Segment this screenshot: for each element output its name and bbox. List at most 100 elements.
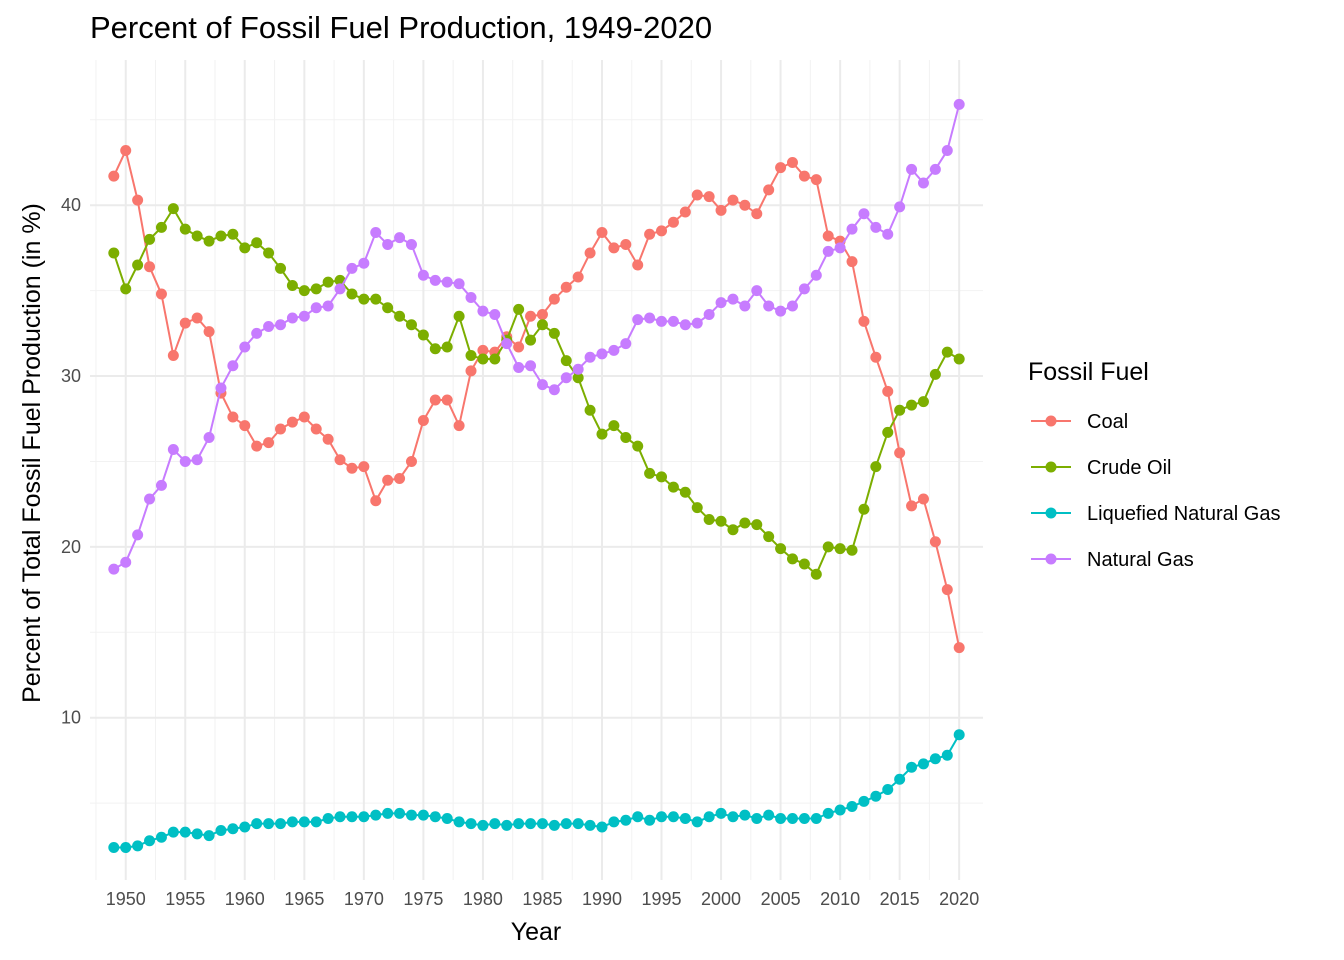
data-point-crude-oil — [453, 310, 465, 322]
data-point-natural-gas — [644, 312, 656, 324]
data-point-liquefied-natural-gas — [667, 811, 679, 823]
data-point-liquefied-natural-gas — [584, 819, 596, 831]
data-point-crude-oil — [917, 396, 929, 408]
data-point-crude-oil — [394, 310, 406, 322]
data-point-crude-oil — [584, 404, 596, 416]
data-point-liquefied-natural-gas — [394, 807, 406, 819]
data-point-natural-gas — [358, 257, 370, 269]
data-point-natural-gas — [155, 479, 167, 491]
legend-key-point — [1045, 507, 1057, 519]
data-point-natural-gas — [596, 348, 608, 360]
data-point-coal — [191, 312, 203, 324]
data-point-natural-gas — [417, 269, 429, 281]
data-point-coal — [322, 433, 334, 445]
y-tick-label: 40 — [61, 195, 81, 215]
data-point-liquefied-natural-gas — [929, 753, 941, 765]
data-point-coal — [286, 416, 298, 428]
data-point-liquefied-natural-gas — [739, 809, 751, 821]
data-point-coal — [370, 495, 382, 507]
data-point-liquefied-natural-gas — [263, 818, 275, 830]
data-point-crude-oil — [167, 203, 179, 215]
data-point-natural-gas — [239, 341, 251, 353]
data-point-liquefied-natural-gas — [132, 840, 144, 852]
data-point-coal — [775, 162, 787, 174]
data-point-liquefied-natural-gas — [656, 811, 668, 823]
x-tick-label: 2015 — [880, 889, 920, 909]
data-point-coal — [894, 447, 906, 459]
data-point-crude-oil — [155, 221, 167, 233]
data-point-coal — [560, 281, 572, 293]
data-point-liquefied-natural-gas — [763, 809, 775, 821]
data-point-natural-gas — [763, 300, 775, 312]
data-point-natural-gas — [679, 319, 691, 331]
data-point-coal — [906, 500, 918, 512]
data-point-natural-gas — [739, 300, 751, 312]
x-tick-label: 1955 — [165, 889, 205, 909]
data-point-liquefied-natural-gas — [882, 783, 894, 795]
data-point-crude-oil — [346, 288, 358, 300]
data-point-coal — [405, 455, 417, 467]
data-point-natural-gas — [929, 163, 941, 175]
data-point-coal — [584, 247, 596, 259]
grid-lines — [90, 60, 983, 880]
data-point-liquefied-natural-gas — [477, 819, 489, 831]
data-point-natural-gas — [167, 444, 179, 455]
data-point-liquefied-natural-gas — [572, 818, 584, 830]
x-tick-label: 1950 — [106, 889, 146, 909]
data-point-natural-gas — [882, 228, 894, 240]
data-point-crude-oil — [953, 353, 965, 365]
data-point-crude-oil — [417, 329, 429, 341]
data-point-natural-gas — [703, 309, 715, 321]
data-point-liquefied-natural-gas — [203, 830, 215, 842]
data-point-liquefied-natural-gas — [191, 828, 203, 840]
data-point-liquefied-natural-gas — [120, 842, 132, 854]
data-point-coal — [786, 157, 798, 168]
data-point-liquefied-natural-gas — [513, 818, 525, 830]
data-point-crude-oil — [870, 461, 882, 473]
data-point-natural-gas — [477, 305, 489, 317]
y-axis-tick-labels: 10 20 30 40 — [61, 195, 81, 727]
legend-item-coal: Coal — [1031, 411, 1128, 433]
data-point-crude-oil — [489, 353, 501, 365]
data-point-coal — [513, 341, 525, 353]
data-point-natural-gas — [346, 262, 358, 274]
data-point-natural-gas — [489, 309, 501, 321]
legend-key-point — [1045, 415, 1057, 427]
data-point-coal — [953, 642, 965, 654]
data-point-liquefied-natural-gas — [417, 809, 429, 821]
data-point-crude-oil — [858, 503, 870, 515]
data-point-natural-gas — [298, 310, 310, 322]
series-coal — [108, 145, 965, 654]
data-point-crude-oil — [882, 426, 894, 438]
data-point-coal — [596, 227, 608, 239]
data-point-liquefied-natural-gas — [620, 814, 632, 826]
data-point-natural-gas — [775, 305, 787, 317]
data-point-liquefied-natural-gas — [453, 816, 465, 828]
data-point-coal — [251, 440, 263, 452]
data-point-liquefied-natural-gas — [548, 819, 560, 831]
data-point-crude-oil — [286, 280, 298, 291]
data-point-coal — [632, 259, 644, 271]
data-point-natural-gas — [465, 291, 477, 303]
data-point-liquefied-natural-gas — [858, 795, 870, 807]
series-layer — [108, 98, 965, 854]
data-point-crude-oil — [477, 353, 489, 365]
data-point-crude-oil — [358, 293, 370, 305]
data-point-coal — [941, 584, 953, 596]
data-point-crude-oil — [525, 334, 537, 346]
data-point-natural-gas — [441, 276, 453, 288]
data-point-crude-oil — [548, 327, 560, 339]
data-point-crude-oil — [275, 262, 287, 274]
legend-label: Coal — [1087, 411, 1128, 433]
data-point-liquefied-natural-gas — [691, 816, 703, 828]
data-point-coal — [477, 344, 489, 356]
data-point-liquefied-natural-gas — [489, 818, 501, 830]
data-point-liquefied-natural-gas — [775, 813, 787, 824]
series-line-coal — [112, 149, 961, 648]
legend-label: Natural Gas — [1087, 549, 1194, 571]
data-point-coal — [417, 414, 429, 426]
data-point-coal — [167, 350, 179, 362]
data-point-crude-oil — [322, 276, 334, 288]
x-tick-label: 1990 — [582, 889, 622, 909]
data-point-crude-oil — [775, 543, 787, 555]
